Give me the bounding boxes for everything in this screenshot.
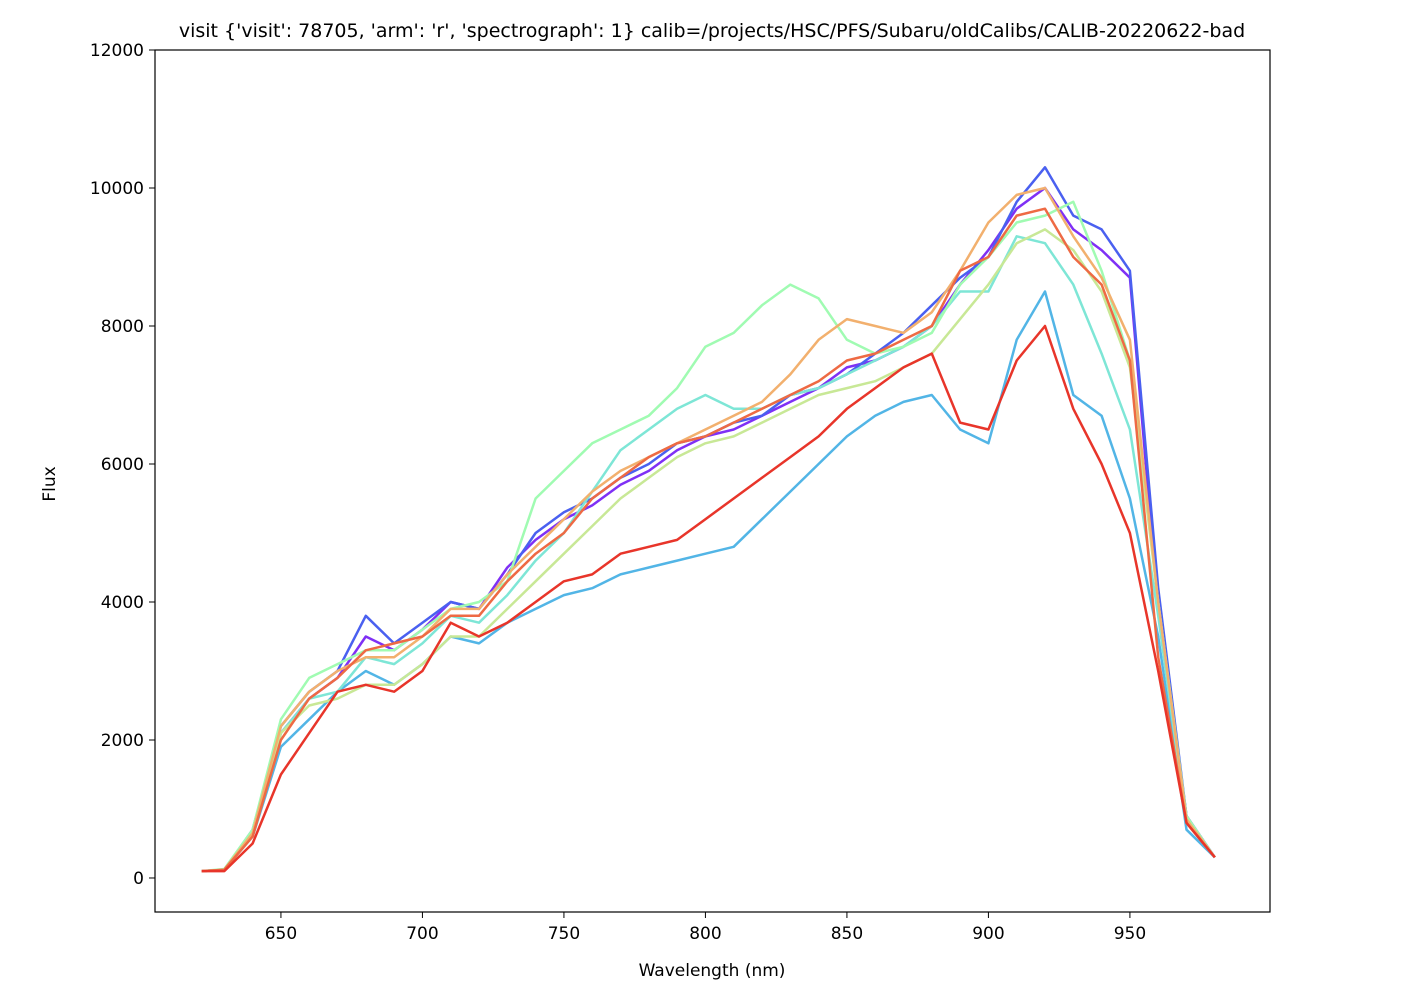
series-line: [201, 207, 1216, 873]
chart-title: visit {'visit': 78705, 'arm': 'r', 'spec…: [179, 20, 1245, 42]
x-tick-label: 750: [548, 924, 580, 944]
y-tick-label: 12000: [90, 41, 144, 61]
y-axis-label: Flux: [40, 466, 60, 501]
series-line: [201, 186, 1216, 873]
x-tick-label: 900: [972, 924, 1004, 944]
y-tick-label: 2000: [101, 731, 144, 751]
series-line: [201, 228, 1216, 873]
series-line: [201, 200, 1216, 873]
x-tick-label: 700: [406, 924, 438, 944]
x-tick-label: 950: [1114, 924, 1146, 944]
x-axis-label: Wavelength (nm): [639, 961, 786, 981]
y-tick-label: 4000: [101, 593, 144, 613]
series-line: [201, 186, 1216, 873]
y-tick-label: 6000: [101, 455, 144, 475]
y-tick-label: 0: [133, 869, 144, 889]
y-tick-label: 8000: [101, 317, 144, 337]
series-line: [201, 290, 1216, 873]
plot-frame: [154, 49, 1271, 913]
y-tick-label: 10000: [90, 179, 144, 199]
series-line: [201, 324, 1216, 873]
x-tick-label: 850: [831, 924, 863, 944]
x-tick-label: 800: [689, 924, 721, 944]
x-tick-label: 650: [265, 924, 297, 944]
series-line: [201, 166, 1216, 873]
